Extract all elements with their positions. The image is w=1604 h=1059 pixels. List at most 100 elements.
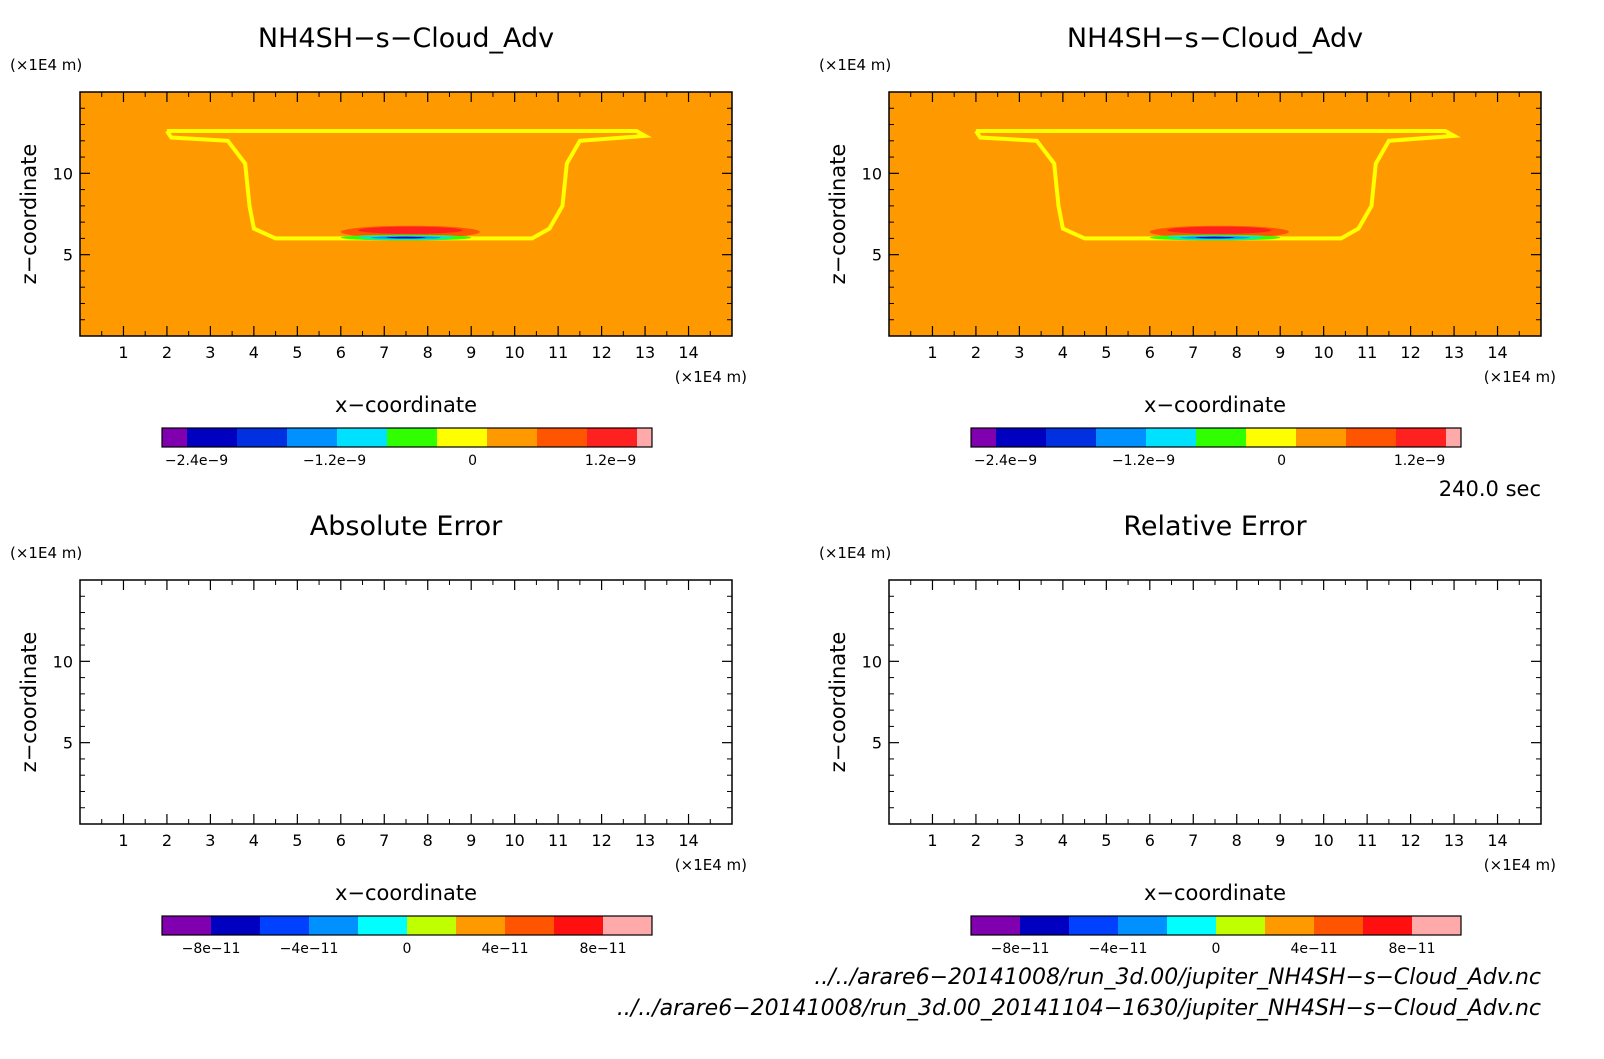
colorbar-swatch bbox=[407, 916, 457, 935]
cloud-boundary-contour bbox=[165, 129, 652, 241]
field-background bbox=[889, 580, 1541, 824]
x-tick-label: 7 bbox=[379, 831, 389, 850]
colorbar-tick-label: −8e−11 bbox=[991, 941, 1050, 957]
colorbar-swatch bbox=[162, 428, 188, 447]
x-tick-label: 1 bbox=[118, 343, 128, 362]
x-tick-label: 13 bbox=[635, 831, 655, 850]
colorbar-swatch bbox=[1216, 916, 1266, 935]
colorbar-swatch bbox=[260, 916, 310, 935]
colorbar-swatch bbox=[237, 428, 288, 447]
colorbar-tick-label: 0 bbox=[468, 453, 477, 469]
plot-field bbox=[80, 580, 732, 824]
colorbar-tick-label: −4e−11 bbox=[280, 941, 339, 957]
colorbar-tick-label: 1.2e−9 bbox=[585, 453, 637, 469]
y-tick-label: 10 bbox=[862, 164, 882, 183]
x-tick-label: 3 bbox=[1014, 343, 1024, 362]
panel-2: NH4SH−s−Cloud_Adv(×1E4 m)(×1E4 m)1 2 3 4 5 6 7… bbox=[819, 23, 1556, 469]
y-axis-label: z−coordinate bbox=[17, 144, 41, 285]
colorbar-tick-label: −8e−11 bbox=[182, 941, 241, 957]
colorbar-swatch bbox=[603, 916, 653, 935]
x-tick-label: 12 bbox=[591, 343, 611, 362]
colorbar-swatch bbox=[456, 916, 506, 935]
y-unit-label: (×1E4 m) bbox=[819, 544, 891, 562]
colorbar-frame bbox=[970, 915, 1462, 936]
x-tick-label: 6 bbox=[1145, 831, 1155, 850]
x-unit-label: (×1E4 m) bbox=[675, 856, 747, 874]
y-tick-label: 5 bbox=[872, 246, 882, 265]
x-tick-label: 1 bbox=[927, 343, 937, 362]
colorbar-swatch bbox=[554, 916, 604, 935]
colorbar-swatch bbox=[971, 428, 997, 447]
panel-title: NH4SH−s−Cloud_Adv bbox=[258, 23, 554, 54]
x-tick-label: 2 bbox=[162, 831, 172, 850]
file-path-2: ../../arare6−20141008/run_3d.00_20141104… bbox=[617, 996, 1541, 1021]
colorbar-swatch bbox=[1296, 428, 1347, 447]
x-tick-label: 10 bbox=[504, 343, 524, 362]
panel-1: NH4SH−s−Cloud_Adv(×1E4 m)(×1E4 m)1 2 3 4 5 6 7… bbox=[10, 23, 747, 469]
colorbar-swatch bbox=[187, 428, 238, 447]
x-tick-label: 8 bbox=[423, 831, 433, 850]
field-background bbox=[80, 580, 732, 824]
colorbar-frame bbox=[161, 427, 653, 448]
x-tick-label: 5 bbox=[1101, 831, 1111, 850]
colorbar-swatch bbox=[587, 428, 638, 447]
colorbar-swatch bbox=[1396, 428, 1447, 447]
colorbar-swatch bbox=[162, 916, 212, 935]
x-tick-label: 2 bbox=[162, 343, 172, 362]
colorbar-swatch bbox=[487, 428, 538, 447]
cloud-contour-band bbox=[1195, 236, 1235, 239]
y-tick-label: 10 bbox=[53, 164, 73, 183]
cloud-boundary-contour bbox=[974, 129, 1461, 241]
x-tick-label: 10 bbox=[504, 831, 524, 850]
x-axis-label: x−coordinate bbox=[1144, 881, 1286, 905]
x-tick-label: 4 bbox=[1058, 343, 1068, 362]
x-tick-label: 14 bbox=[1487, 343, 1507, 362]
colorbar-swatch bbox=[211, 916, 261, 935]
x-axis-label: x−coordinate bbox=[335, 881, 477, 905]
y-axis-label: z−coordinate bbox=[826, 144, 850, 285]
x-tick-label: 11 bbox=[548, 831, 568, 850]
y-tick-label: 5 bbox=[63, 734, 73, 753]
x-tick-label: 11 bbox=[1357, 831, 1377, 850]
file-path-1: ../../arare6−20141008/run_3d.00/jupiter_… bbox=[814, 965, 1541, 990]
x-tick-label: 1 bbox=[927, 831, 937, 850]
colorbar-tick-label: 0 bbox=[403, 941, 412, 957]
y-tick-label: 10 bbox=[862, 652, 882, 671]
x-tick-label: 4 bbox=[1058, 831, 1068, 850]
x-tick-label: 14 bbox=[1487, 831, 1507, 850]
colorbar-swatch bbox=[1167, 916, 1217, 935]
colorbar-swatch bbox=[1146, 428, 1197, 447]
x-tick-label: 10 bbox=[1313, 343, 1333, 362]
colorbar-tick-label: 0 bbox=[1277, 453, 1286, 469]
x-tick-label: 10 bbox=[1313, 831, 1333, 850]
x-tick-label: 9 bbox=[466, 343, 476, 362]
colorbar-tick-label: −2.4e−9 bbox=[974, 453, 1037, 469]
colorbar-swatch bbox=[287, 428, 338, 447]
x-tick-label: 8 bbox=[423, 343, 433, 362]
plot-field bbox=[80, 92, 732, 336]
x-tick-label: 5 bbox=[1101, 343, 1111, 362]
y-axis-label: z−coordinate bbox=[17, 632, 41, 773]
x-tick-label: 11 bbox=[1357, 343, 1377, 362]
colorbar-tick-label: −4e−11 bbox=[1089, 941, 1148, 957]
x-tick-label: 6 bbox=[1145, 343, 1155, 362]
colorbar-swatch bbox=[1020, 916, 1070, 935]
x-tick-label: 11 bbox=[548, 343, 568, 362]
colorbar-tick-label: 4e−11 bbox=[481, 941, 528, 957]
x-tick-label: 9 bbox=[1275, 831, 1285, 850]
panel-title: NH4SH−s−Cloud_Adv bbox=[1067, 23, 1363, 54]
x-tick-label: 3 bbox=[205, 343, 215, 362]
colorbar-tick-label: 1.2e−9 bbox=[1394, 453, 1446, 469]
colorbar-swatch bbox=[1265, 916, 1315, 935]
colorbar-tick-label: 8e−11 bbox=[579, 941, 626, 957]
x-tick-label: 4 bbox=[249, 343, 259, 362]
plot-field bbox=[889, 580, 1541, 824]
x-tick-label: 13 bbox=[1444, 343, 1464, 362]
cloud-contour-band bbox=[1167, 226, 1272, 234]
x-tick-label: 14 bbox=[678, 831, 698, 850]
field-background bbox=[80, 92, 732, 336]
colorbar-swatch bbox=[1412, 916, 1462, 935]
colorbar-swatch bbox=[1196, 428, 1247, 447]
y-unit-label: (×1E4 m) bbox=[819, 56, 891, 74]
